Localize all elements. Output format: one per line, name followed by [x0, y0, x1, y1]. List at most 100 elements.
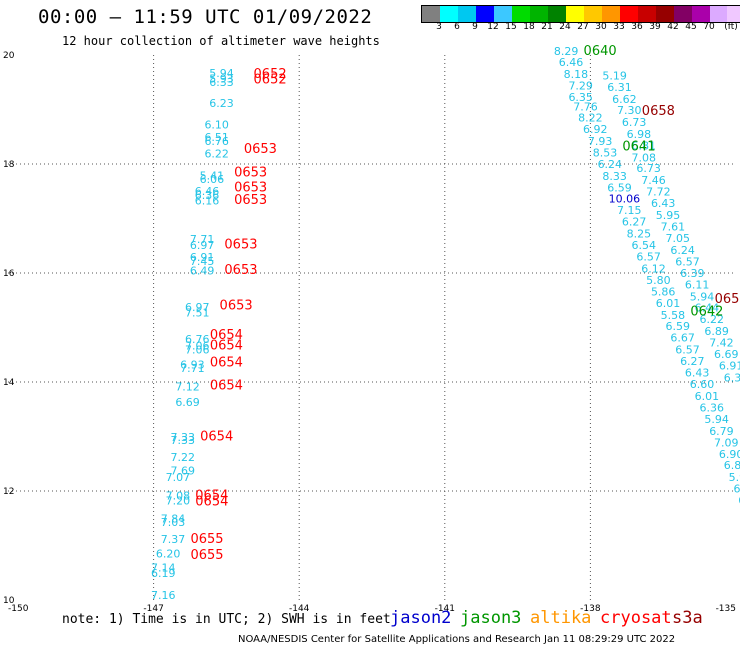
data-point-label: 6.20 [156, 547, 181, 560]
legend-swatch [512, 6, 530, 22]
data-point-label: 6.73 [622, 116, 647, 129]
data-point-label: 6.54 [632, 239, 657, 252]
data-point-label: 7.76 [573, 101, 598, 114]
data-point-label: 7.20 [166, 495, 191, 508]
data-point-label: 7.37 [161, 533, 186, 546]
data-point-label: 6.12 [641, 262, 666, 275]
data-point-label: 7.22 [170, 451, 195, 464]
legend-swatch [548, 6, 566, 22]
legend-swatch [692, 6, 710, 22]
data-point-label: 7.51 [185, 307, 210, 320]
data-point-label: 6.01 [695, 390, 720, 403]
legend-tick-label: 33 [613, 22, 625, 32]
data-point-label: 7.33 [170, 431, 195, 444]
data-point-label: 6.49 [190, 265, 215, 278]
data-point-label: 6.78 [738, 494, 740, 507]
data-point-label: 6.59 [607, 181, 632, 194]
data-point-label: 6.82 [724, 459, 740, 472]
data-point-label: 6.91 [719, 359, 740, 372]
time-label: 0654 [210, 379, 243, 394]
data-point-label: 6.51 [204, 131, 229, 144]
data-point-label: 5.19 [602, 70, 627, 83]
data-point-label: 7.16 [151, 589, 176, 602]
data-point-label: 6.24 [598, 158, 623, 171]
time-label: 0653 [234, 166, 267, 181]
data-point-label: 6.73 [636, 162, 661, 175]
legend-tick-label: 15 [505, 22, 517, 32]
data-point-label: 6.62 [612, 93, 637, 106]
satellite-name-jason3: jason3 [460, 608, 522, 628]
color-legend [421, 5, 740, 23]
time-label: 0653 [234, 180, 267, 195]
time-label: 0652 [254, 72, 287, 87]
data-point-label: 7.15 [617, 204, 642, 217]
time-label: 0655 [190, 532, 223, 547]
time-label: 0654 [195, 489, 228, 504]
data-point-label: 7.30 [617, 104, 642, 117]
legend-swatch [638, 6, 656, 22]
data-point-label: 7.61 [661, 220, 686, 233]
data-point-label: 6.97 [190, 239, 215, 252]
time-label: 0654 [210, 328, 243, 343]
data-point-label: 6.57 [675, 344, 700, 357]
legend-swatch [656, 6, 674, 22]
legend-tick-label: 24 [559, 22, 571, 32]
data-point-label: 7.71 [190, 233, 215, 246]
legend-tick-label: 30 [595, 22, 607, 32]
data-point-label: 6.46 [195, 185, 220, 198]
legend-tick-label: 27 [577, 22, 589, 32]
y-tick-label: 12 [3, 487, 14, 497]
data-point-label: 6.97 [185, 301, 210, 314]
satellite-name-altika: altika [530, 608, 592, 628]
data-point-label: 7.69 [170, 465, 195, 478]
x-tick-label: -141 [435, 604, 455, 614]
data-point-label: 7.07 [166, 471, 191, 484]
data-point-label: 7.46 [641, 174, 666, 187]
legend-swatch [494, 6, 512, 22]
legend-swatch [476, 6, 494, 22]
time-label: 0653 [220, 299, 253, 314]
legend-tick-label: 18 [523, 22, 535, 32]
legend-tick-label: 12 [487, 22, 499, 32]
satellite-name-cryosat: cryosat [600, 608, 672, 628]
data-point-label: 6.76 [185, 333, 210, 346]
data-point-label: 7.03 [161, 516, 186, 529]
time-label: 0653 [234, 193, 267, 208]
data-point-label: 6.44 [695, 302, 720, 315]
x-tick-label: -147 [143, 604, 163, 614]
data-point-label: 5.93 [209, 72, 234, 85]
data-point-label: 7.09 [714, 436, 739, 449]
data-point-label: 6.24 [670, 244, 695, 257]
data-point-label: 7.14 [151, 562, 176, 575]
data-point-label: 6.81 [632, 139, 657, 152]
data-point-label: 6.01 [656, 297, 681, 310]
data-point-label: 6.79 [709, 425, 734, 438]
data-point-label: 6.89 [704, 325, 729, 338]
legend-swatch [566, 6, 584, 22]
legend-tick-label: 45 [685, 22, 697, 32]
time-label: 0653 [224, 237, 257, 252]
data-point-label: 5.95 [656, 209, 681, 222]
data-point-label: 6.57 [675, 255, 700, 268]
data-point-label: 6.11 [685, 278, 710, 291]
legend-swatch [440, 6, 458, 22]
data-point-label: 6.36 [724, 371, 740, 384]
time-label: 0653 [224, 263, 257, 278]
data-point-label: 6.60 [690, 378, 715, 391]
data-point-label: 6.43 [651, 197, 676, 210]
time-label: 0654 [195, 495, 228, 510]
data-point-label: 6.22 [204, 147, 229, 160]
legend-swatch [602, 6, 620, 22]
data-point-label: 6.90 [719, 448, 740, 461]
legend-tick-label: 3 [436, 22, 442, 32]
data-point-label: 5.58 [661, 309, 686, 322]
data-point-label: 7.08 [632, 151, 657, 164]
data-point-label: 5.86 [651, 285, 676, 298]
data-point-label: 7.71 [180, 362, 205, 375]
legend-swatch [458, 6, 476, 22]
data-point-label: 6.31 [607, 81, 632, 94]
data-point-label: 7.42 [709, 337, 734, 350]
legend-swatch [530, 6, 548, 22]
data-point-label: 7.08 [166, 490, 191, 503]
data-point-label: 6.59 [666, 320, 691, 333]
